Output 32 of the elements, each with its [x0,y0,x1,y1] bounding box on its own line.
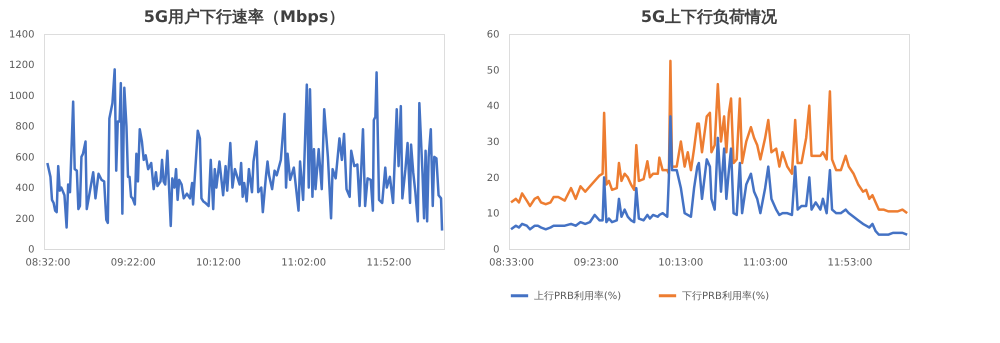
y-tick-label: 200 [15,214,34,225]
x-tick-label: 08:32:00 [25,258,70,268]
x-tick-label: 11:53:00 [827,258,872,268]
x-tick-label: 10:12:00 [196,258,241,268]
y-tick-label: 400 [15,183,34,194]
x-tick-label: 11:02:00 [281,258,326,268]
legend-label: 下行PRB利用率(%) [682,290,770,302]
line-series [46,68,444,232]
y-tick-label: 1000 [9,90,34,102]
x-tick-label: 08:33:00 [489,258,534,268]
y-tick-label: 600 [15,152,34,164]
x-tick-label: 11:52:00 [366,258,412,268]
x-tick-label: 09:22:00 [110,258,156,268]
legend-label: 上行PRB利用率(%) [534,290,622,302]
chart-title: 5G用户下行速率（Mbps） [144,7,344,26]
line-series [510,60,908,214]
x-tick-label: 11:03:00 [742,258,788,268]
chart-title: 5G上下行负荷情况 [640,7,778,26]
y-tick-label: 0 [493,244,500,256]
y-tick-label: 30 [486,137,500,148]
y-tick-label: 800 [15,122,34,133]
y-tick-label: 60 [486,30,500,40]
y-tick-label: 0 [28,244,34,256]
y-tick-label: 40 [486,101,500,112]
y-tick-label: 20 [486,172,500,184]
y-tick-label: 50 [486,65,500,76]
x-tick-label: 09:23:00 [574,258,619,268]
line-series [510,115,908,236]
y-tick-label: 10 [486,208,500,220]
y-tick-label: 1200 [9,60,34,72]
x-tick-label: 10:13:00 [658,258,704,268]
y-tick-label: 1400 [9,30,34,40]
